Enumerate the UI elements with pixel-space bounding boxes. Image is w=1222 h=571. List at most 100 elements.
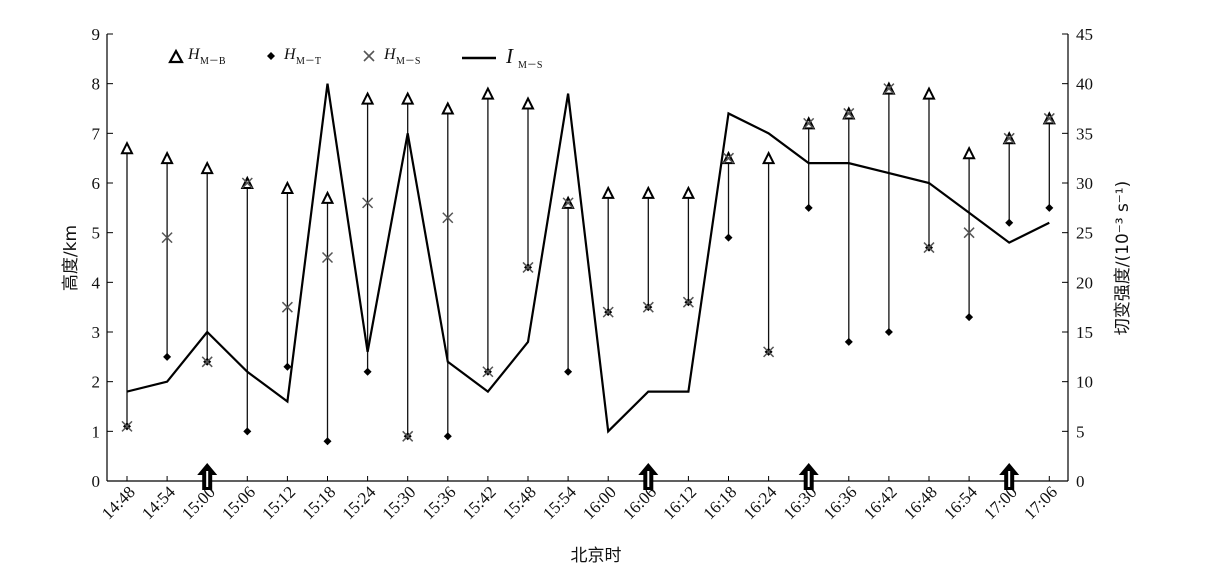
y2-tick-label: 30 <box>1076 174 1093 193</box>
legend: H M－B H M－T H M－S I M－S <box>168 44 542 71</box>
legend-x-icon <box>363 50 375 62</box>
hmb-marker <box>441 101 455 115</box>
hmt-marker <box>1045 203 1054 212</box>
hmb-marker <box>200 160 214 175</box>
hms-marker-stroke <box>241 177 253 189</box>
hmt-marker <box>323 437 332 446</box>
x-tick-label: 15:18 <box>299 482 340 523</box>
y-tick-label: 9 <box>92 25 101 44</box>
x-tick-label: 15:00 <box>178 482 219 523</box>
x-tick-label: 16:24 <box>740 482 781 523</box>
hmb-marker <box>681 185 696 199</box>
hmb-marker <box>761 150 776 165</box>
x-axis-title: 北京时 <box>571 546 622 566</box>
hmt-marker <box>884 328 893 336</box>
legend-label-hms: H <box>383 46 397 63</box>
hmt-marker <box>363 367 372 376</box>
hms-marker-stroke <box>883 83 895 95</box>
hms-marker-stroke <box>1043 112 1055 124</box>
y2-tick-label: 40 <box>1076 75 1093 94</box>
legend-diamond-icon <box>267 52 275 60</box>
hms-marker-stroke <box>402 430 414 442</box>
legend-entry-hmb: H M－B <box>168 46 226 67</box>
x-tick-label: 16:42 <box>860 482 901 523</box>
legend-sub-hms: M－S <box>396 56 420 67</box>
hms-marker-stroke <box>722 152 735 164</box>
legend-entry-ims: I M－S <box>462 44 542 71</box>
hmt-marker <box>1005 218 1014 227</box>
legend-label-hmb: H <box>187 46 201 63</box>
x-tick-label: 16:48 <box>900 482 941 523</box>
x-tick-label: 16:54 <box>940 482 981 523</box>
hms-marker-stroke <box>362 197 374 209</box>
y2-tick-label: 20 <box>1076 273 1093 292</box>
y2-tick-label: 25 <box>1076 224 1093 243</box>
y2-tick-label: 45 <box>1076 25 1093 44</box>
x-tick-label: 14:54 <box>138 482 179 523</box>
hmt-marker <box>724 233 733 242</box>
y2-tick-label: 10 <box>1076 373 1093 392</box>
hms-marker-stroke <box>482 366 494 378</box>
hmt-marker <box>965 313 974 322</box>
hmb-marker <box>601 185 615 199</box>
hmt-marker <box>243 427 252 436</box>
hms-marker-stroke <box>1003 132 1015 144</box>
x-tick-label: 16:12 <box>659 482 700 523</box>
hmb-marker <box>401 91 415 105</box>
x-tick-label: 16:30 <box>780 482 821 523</box>
hms-marker-stroke <box>682 296 694 308</box>
x-tick-label: 15:48 <box>499 482 540 523</box>
hmt-marker <box>443 432 452 441</box>
x-tick-label: 17:06 <box>1020 482 1061 523</box>
x-tick-label: 15:30 <box>379 482 420 523</box>
x-tick-label: 15:06 <box>218 482 259 523</box>
x-tick-label: 15:42 <box>459 482 500 523</box>
y-tick-label: 2 <box>92 373 101 392</box>
hmb-marker <box>521 96 535 110</box>
y-axis-title: 高度/km <box>61 225 81 291</box>
y-tick-label: 4 <box>92 273 101 292</box>
y2-tick-label: 5 <box>1076 422 1085 441</box>
x-tick-label: 15:12 <box>258 482 299 523</box>
y-tick-label: 3 <box>92 323 101 342</box>
hms-marker-stroke <box>803 117 815 129</box>
ims-series-line <box>126 83 1050 434</box>
hmb-marker <box>481 86 495 100</box>
x-tick-label: 15:24 <box>339 482 380 523</box>
hms-marker-stroke <box>923 242 935 254</box>
x-tick-label: 16:36 <box>820 482 861 523</box>
y-tick-label: 7 <box>92 124 101 143</box>
arrows <box>197 463 1020 490</box>
x-tick-label: 16:06 <box>619 482 660 523</box>
y-tick-label: 8 <box>92 75 101 94</box>
legend-entry-hmt: H M－T <box>267 46 321 67</box>
legend-triangle-icon <box>168 48 184 64</box>
hmt-marker <box>804 203 813 212</box>
hms-marker-stroke <box>963 227 975 239</box>
legend-sub-hmb: M－B <box>200 56 226 67</box>
hms-marker-stroke <box>763 346 775 358</box>
legend-entry-hms: H M－S <box>363 46 420 67</box>
legend-sub-ims: M－S <box>518 60 542 71</box>
hmb-marker <box>641 185 655 199</box>
y-tick-label: 6 <box>92 174 101 193</box>
y2-tick-label: 35 <box>1076 124 1093 143</box>
hmb-marker <box>320 190 335 204</box>
hmb-marker <box>360 91 375 105</box>
hms-marker-stroke <box>201 356 213 368</box>
x-tick-label: 16:18 <box>700 482 741 523</box>
hms-marker-stroke <box>442 212 454 224</box>
y-tick-label: 0 <box>92 472 101 491</box>
hms-marker-stroke <box>161 232 173 244</box>
y2-axis-title: 切变强度/(10⁻³ s⁻¹) <box>1113 181 1133 335</box>
hms-marker-stroke <box>321 251 334 264</box>
hmt-marker <box>564 367 573 376</box>
hmb-marker <box>160 150 174 165</box>
hms-marker-stroke <box>562 197 574 209</box>
hms-marker-stroke <box>843 107 855 119</box>
hmb-marker <box>962 145 976 160</box>
hmt-marker <box>844 337 853 346</box>
legend-sub-hmt: M－T <box>296 56 321 67</box>
y2-tick-label: 15 <box>1076 323 1093 342</box>
